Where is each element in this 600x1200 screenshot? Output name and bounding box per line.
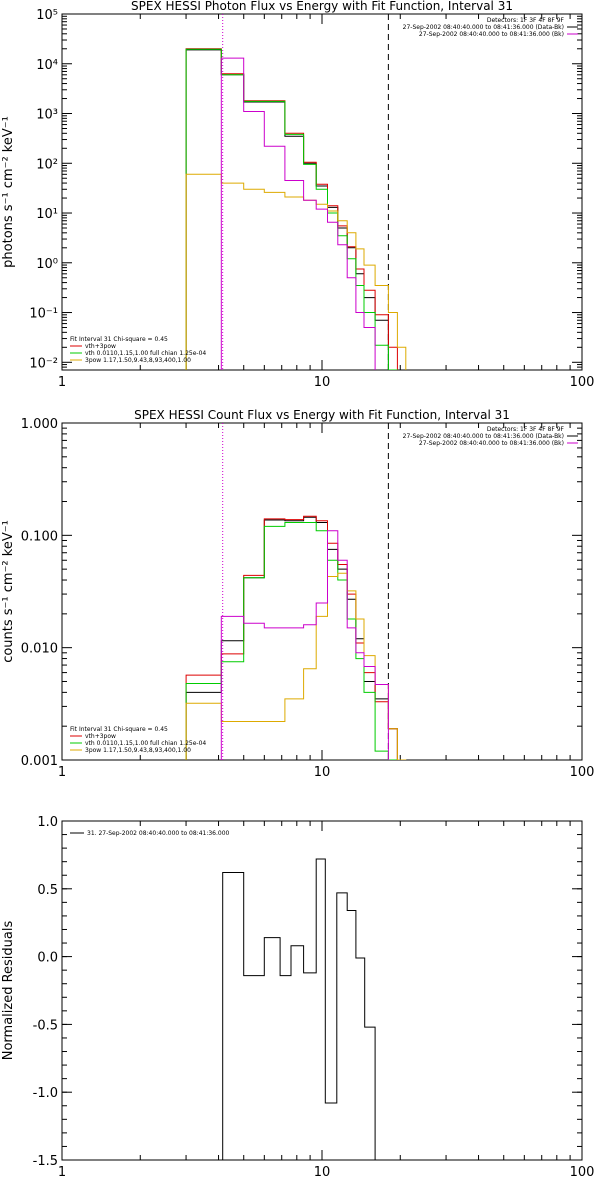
x-tick-label: 10 bbox=[314, 765, 331, 780]
chart-title: SPEX HESSI Count Flux vs Energy with Fit… bbox=[134, 408, 510, 422]
y-axis-label: counts s⁻¹ cm⁻² keV⁻¹ bbox=[1, 520, 16, 663]
y-tick-label: -0.5 bbox=[33, 1018, 58, 1033]
y-tick-label: 10⁻¹ bbox=[29, 307, 58, 322]
y-tick-label: 1.0 bbox=[37, 815, 58, 830]
y-tick-label: 10⁵ bbox=[36, 8, 58, 23]
y-tick-label: 0.5 bbox=[37, 883, 58, 898]
legend-entry: 27-Sep-2002 08:40:40.000 to 08:41:36.000… bbox=[419, 440, 564, 447]
legend-entry: 27-Sep-2002 08:40:40.000 to 08:41:36.000… bbox=[403, 433, 564, 440]
series-bk bbox=[220, 530, 389, 760]
series-vth bbox=[185, 522, 398, 760]
series-3pow bbox=[185, 173, 407, 370]
legend-entry: vth+3pow bbox=[85, 733, 116, 740]
y-tick-label: -1.0 bbox=[33, 1086, 58, 1101]
legend-entry: 3pow 1.17,1.50,9.43,8,93,400,1.00 bbox=[85, 747, 191, 754]
legend-entry: vth 0.0110,1.15,1.00 full chian 1.25e-04 bbox=[85, 740, 206, 747]
y-tick-label: 10⁴ bbox=[36, 58, 58, 73]
y-tick-label: 1.000 bbox=[21, 417, 58, 432]
series-3pow bbox=[185, 572, 407, 760]
x-tick-label: 1 bbox=[58, 1165, 66, 1180]
y-tick-label: -1.5 bbox=[33, 1154, 58, 1169]
series-vth-3pow bbox=[185, 515, 398, 760]
y-tick-label: 10² bbox=[36, 157, 58, 172]
legend-entry: vth+3pow bbox=[85, 343, 116, 350]
y-tick-label: 10⁻² bbox=[29, 356, 58, 371]
y-axis-label: photons s⁻¹ cm⁻² keV⁻¹ bbox=[1, 116, 16, 268]
y-tick-label: 10¹ bbox=[36, 207, 58, 222]
legend-entry: 27-Sep-2002 08:40:40.000 to 08:41:36.000… bbox=[419, 31, 564, 38]
legend-entry: 27-Sep-2002 08:40:40.000 to 08:41:36.000… bbox=[403, 24, 564, 31]
series-vth-3pow bbox=[185, 48, 398, 370]
chart-panel-1: SPEX HESSI Photon Flux vs Energy with Fi… bbox=[1, 0, 594, 390]
x-tick-label: 100 bbox=[570, 1165, 595, 1180]
x-tick-label: 100 bbox=[570, 375, 595, 390]
legend-entry: 3pow 1.17,1.50,9.43,8,93,400,1.00 bbox=[85, 357, 191, 364]
series-group bbox=[185, 515, 407, 760]
y-tick-label: 0.0 bbox=[37, 951, 58, 966]
legend-entry: vth 0.0110,1.15,1.00 full chian 1.25e-04 bbox=[85, 350, 206, 357]
series-bk bbox=[220, 57, 376, 370]
plot-frame bbox=[61, 13, 583, 371]
x-tick-label: 100 bbox=[570, 765, 595, 780]
series-group bbox=[185, 48, 407, 370]
legend-entry: 31. 27-Sep-2002 08:40:40.000 to 08:41:36… bbox=[87, 830, 230, 837]
x-tick-label: 1 bbox=[58, 375, 66, 390]
y-tick-label: 0.100 bbox=[21, 529, 58, 544]
chart-panel-3: 1 10 100 -1.5 -1.0 -0.5 0.0 0.5 1.0 Normalized Re… bbox=[1, 815, 594, 1180]
x-tick-label: 10 bbox=[314, 1165, 331, 1180]
series-vth bbox=[185, 48, 398, 370]
plot-frame bbox=[61, 422, 583, 761]
y-tick-label: 10³ bbox=[36, 108, 58, 123]
chart-title: SPEX HESSI Photon Flux vs Energy with Fi… bbox=[131, 0, 513, 13]
y-tick-label: 0.001 bbox=[21, 754, 58, 769]
series-data-bk bbox=[185, 516, 398, 760]
legend-entry: Fit Interval 31 Chi-square = 0.45 bbox=[70, 726, 168, 733]
series-group bbox=[222, 858, 389, 1160]
series-31-27-sep-2002-08-40-40-000-to-08-41-36-000 bbox=[222, 858, 389, 1160]
series-data-bk bbox=[185, 49, 389, 370]
y-tick-label: 0.010 bbox=[21, 642, 58, 657]
y-tick-label: 10⁰ bbox=[36, 257, 58, 272]
plot-frame bbox=[61, 820, 583, 1161]
y-axis-label: Normalized Residuals bbox=[1, 921, 16, 1061]
x-tick-label: 1 bbox=[58, 765, 66, 780]
legend-entry: Detectors: 1F 3F 4F 8F 9F bbox=[487, 426, 565, 433]
legend-entry: Fit Interval 31 Chi-square = 0.45 bbox=[70, 336, 168, 343]
legend-entry: Detectors: 1F 3F 4F 8F 9F bbox=[487, 17, 565, 24]
chart-panel-2: SPEX HESSI Count Flux vs Energy with Fit… bbox=[1, 408, 594, 780]
x-tick-label: 10 bbox=[314, 375, 331, 390]
